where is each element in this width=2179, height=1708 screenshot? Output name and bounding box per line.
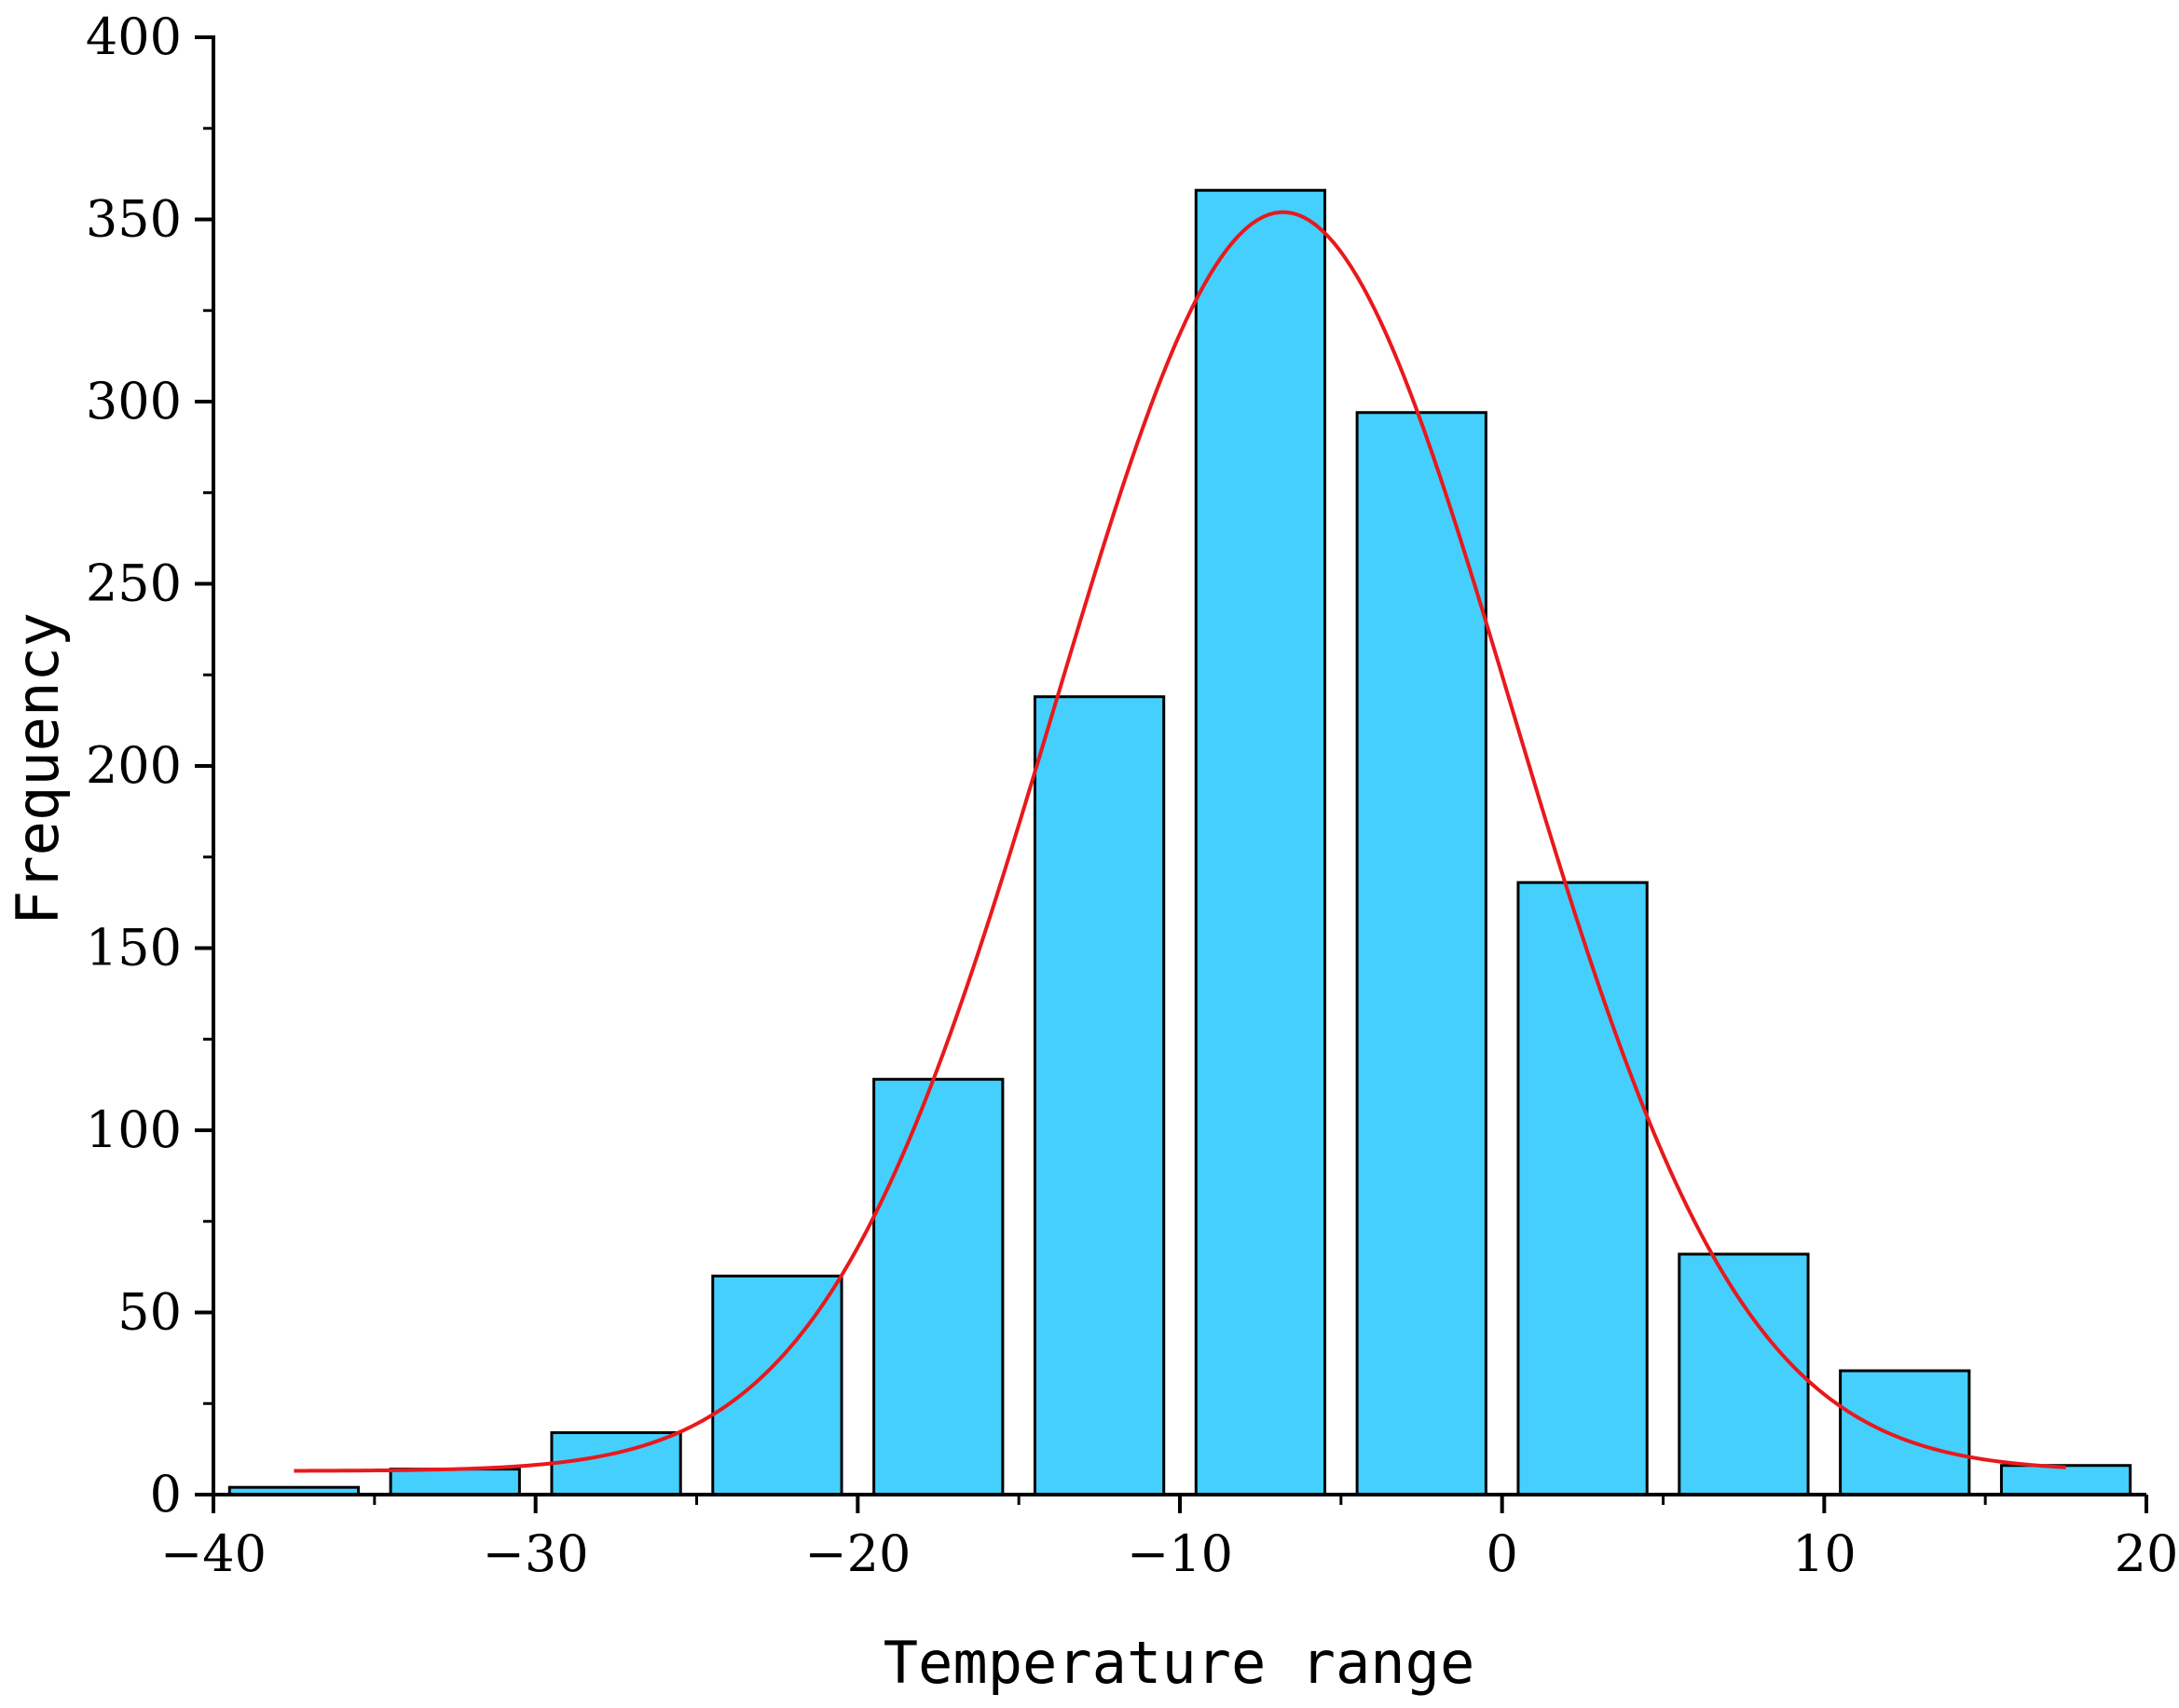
y-tick-label-8: 400 xyxy=(86,7,182,66)
y-axis-title: Frequency xyxy=(4,612,72,925)
x-axis-title: Temperature range xyxy=(884,1629,1475,1697)
y-tick-label-3: 150 xyxy=(86,919,182,977)
x-tick-label-1: −30 xyxy=(483,1524,589,1583)
y-tick-label-7: 350 xyxy=(86,190,182,249)
x-tick-label-3: −10 xyxy=(1127,1524,1233,1583)
y-tick-label-6: 300 xyxy=(86,372,182,430)
histogram-bar-6 xyxy=(1194,188,1327,1496)
histogram-bar-7 xyxy=(1355,411,1487,1496)
histogram-bar-9 xyxy=(1678,1252,1810,1496)
fit-curve xyxy=(294,210,2066,1473)
y-tick-label-4: 200 xyxy=(86,736,182,795)
x-tick-label-6: 20 xyxy=(2115,1524,2179,1583)
histogram-bar-5 xyxy=(1033,695,1166,1496)
histogram-bar-1 xyxy=(389,1468,521,1496)
x-tick-label-2: −20 xyxy=(804,1524,911,1583)
y-tick-label-1: 50 xyxy=(117,1283,182,1342)
histogram-bar-8 xyxy=(1516,881,1649,1496)
bars-group xyxy=(227,188,2132,1496)
histogram-bar-11 xyxy=(1999,1464,2132,1496)
y-tick-label-0: 0 xyxy=(150,1465,182,1524)
histogram-bar-3 xyxy=(711,1274,843,1496)
histogram-bar-2 xyxy=(550,1431,682,1496)
axes-group: 0 50 100 150 200 250 300 350 400 −40 −30 −20 −10 0 10 2… xyxy=(86,7,2178,1583)
histogram-bar-4 xyxy=(872,1077,1005,1496)
x-tick-label-5: 10 xyxy=(1792,1524,1857,1583)
y-tick-label-5: 250 xyxy=(86,554,182,613)
x-tick-label-0: −40 xyxy=(160,1524,267,1583)
y-tick-label-2: 100 xyxy=(86,1100,182,1159)
x-tick-label-4: 0 xyxy=(1486,1524,1517,1583)
histogram-bar-10 xyxy=(1839,1369,1971,1496)
